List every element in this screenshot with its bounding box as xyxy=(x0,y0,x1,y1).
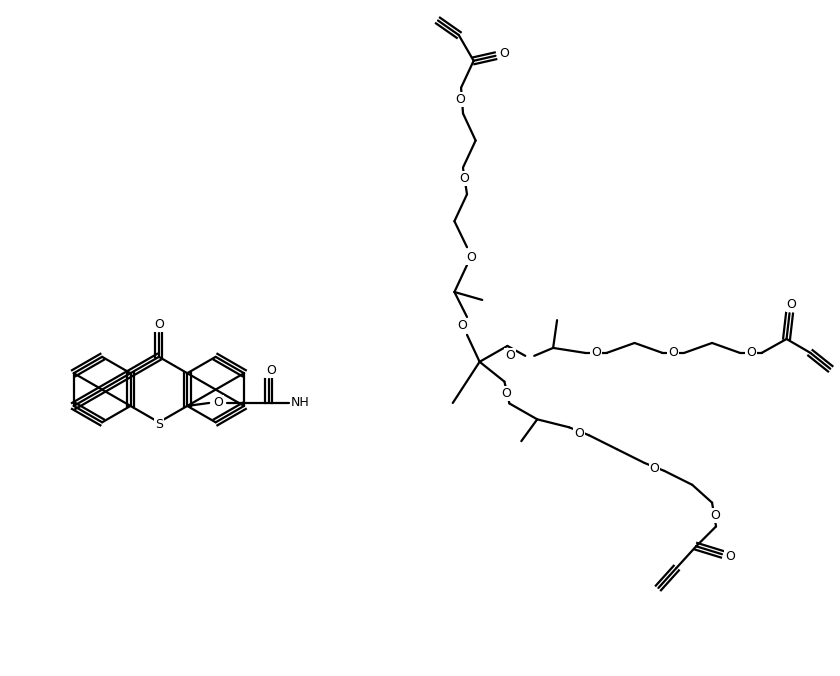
Text: O: O xyxy=(459,172,469,185)
Text: S: S xyxy=(155,418,163,431)
Text: O: O xyxy=(501,387,512,400)
Text: O: O xyxy=(265,364,276,377)
Text: O: O xyxy=(746,346,756,360)
Text: O: O xyxy=(710,509,720,522)
Text: O: O xyxy=(457,320,467,333)
Text: O: O xyxy=(154,318,164,331)
Text: O: O xyxy=(500,47,509,60)
Text: O: O xyxy=(574,427,584,439)
Text: O: O xyxy=(669,346,678,360)
Text: O: O xyxy=(725,550,735,562)
Text: O: O xyxy=(506,349,515,362)
Text: O: O xyxy=(591,346,601,360)
Text: O: O xyxy=(649,462,659,475)
Text: NH: NH xyxy=(291,396,310,410)
Text: O: O xyxy=(455,93,465,106)
Text: O: O xyxy=(213,396,223,410)
Text: O: O xyxy=(466,251,476,264)
Text: O: O xyxy=(786,298,796,311)
